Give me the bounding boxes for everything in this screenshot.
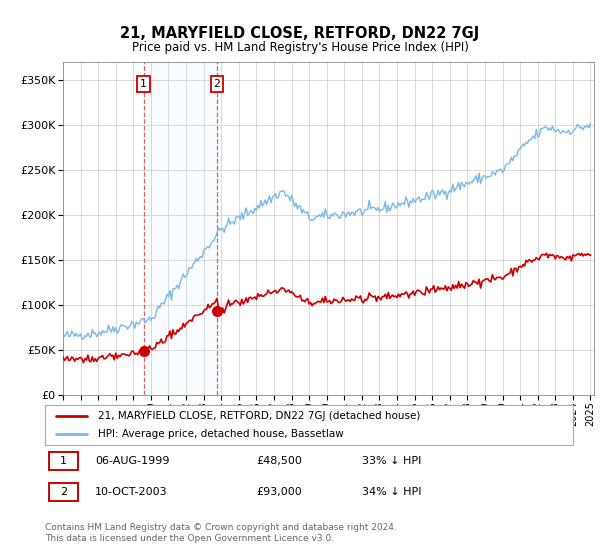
Bar [49,483,78,501]
Text: 1: 1 [140,79,147,89]
Text: 10-OCT-2003: 10-OCT-2003 [95,487,168,497]
Bar [49,452,78,470]
Text: 2: 2 [60,487,67,497]
Text: HPI: Average price, detached house, Bassetlaw: HPI: Average price, detached house, Bass… [98,430,344,439]
Text: 21, MARYFIELD CLOSE, RETFORD, DN22 7GJ: 21, MARYFIELD CLOSE, RETFORD, DN22 7GJ [121,26,479,41]
Text: Contains HM Land Registry data © Crown copyright and database right 2024.: Contains HM Land Registry data © Crown c… [45,523,397,532]
Text: 21, MARYFIELD CLOSE, RETFORD, DN22 7GJ (detached house): 21, MARYFIELD CLOSE, RETFORD, DN22 7GJ (… [98,411,420,421]
Bar [143,62,217,395]
Text: 33% ↓ HPI: 33% ↓ HPI [362,456,421,466]
Text: 06-AUG-1999: 06-AUG-1999 [95,456,170,466]
Text: £93,000: £93,000 [256,487,302,497]
Text: This data is licensed under the Open Government Licence v3.0.: This data is licensed under the Open Gov… [45,534,334,543]
Text: Price paid vs. HM Land Registry's House Price Index (HPI): Price paid vs. HM Land Registry's House … [131,40,469,54]
Text: 1: 1 [60,456,67,466]
Text: 34% ↓ HPI: 34% ↓ HPI [362,487,421,497]
Text: 2: 2 [214,79,220,89]
Text: £48,500: £48,500 [256,456,302,466]
